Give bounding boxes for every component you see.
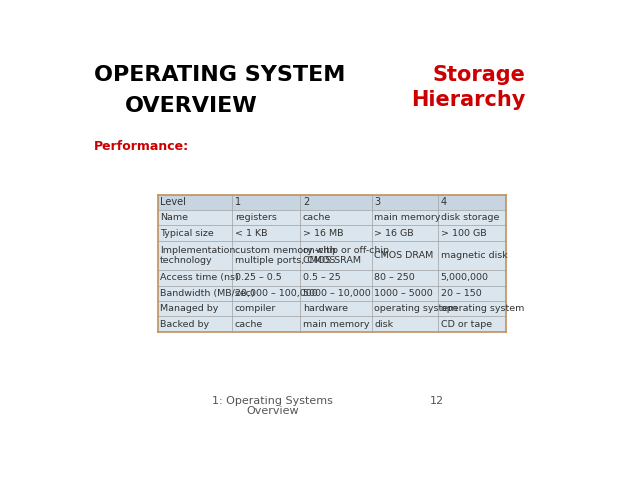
Text: 5,000,000: 5,000,000 <box>440 273 488 282</box>
Text: 1: Operating Systems: 1: Operating Systems <box>212 396 333 407</box>
Text: 2: 2 <box>303 197 309 207</box>
Text: 20 – 150: 20 – 150 <box>440 288 481 298</box>
Text: > 100 GB: > 100 GB <box>440 228 486 238</box>
Text: 12: 12 <box>429 396 444 407</box>
Text: OPERATING SYSTEM: OPERATING SYSTEM <box>94 65 346 85</box>
Text: 0.25 – 0.5: 0.25 – 0.5 <box>235 273 282 282</box>
Text: OVERVIEW: OVERVIEW <box>125 96 258 116</box>
Text: 0.5 – 25: 0.5 – 25 <box>303 273 340 282</box>
Text: cache: cache <box>303 213 331 222</box>
Text: CD or tape: CD or tape <box>440 320 492 328</box>
Text: magnetic disk: magnetic disk <box>440 251 508 260</box>
Text: 80 – 250: 80 – 250 <box>374 273 415 282</box>
Text: < 1 KB: < 1 KB <box>235 228 268 238</box>
Text: 3: 3 <box>374 197 380 207</box>
Text: Storage
Hierarchy: Storage Hierarchy <box>412 65 525 110</box>
Text: on-chip or off-chip
CMOS SRAM: on-chip or off-chip CMOS SRAM <box>303 246 389 265</box>
Text: Access time (ns): Access time (ns) <box>160 273 239 282</box>
Text: Typical size: Typical size <box>160 228 214 238</box>
Text: 1000 – 5000: 1000 – 5000 <box>374 288 433 298</box>
Text: Name: Name <box>160 213 188 222</box>
Text: custom memory with
multiple ports, CMOS: custom memory with multiple ports, CMOS <box>235 246 336 265</box>
Text: operating system: operating system <box>440 304 524 313</box>
Text: Overview: Overview <box>246 406 298 416</box>
Text: compiler: compiler <box>235 304 276 313</box>
Text: registers: registers <box>235 213 276 222</box>
Text: Managed by: Managed by <box>160 304 218 313</box>
Text: Bandwidth (MB/sec): Bandwidth (MB/sec) <box>160 288 255 298</box>
Text: main memory: main memory <box>374 213 441 222</box>
FancyBboxPatch shape <box>157 195 506 332</box>
Text: Backed by: Backed by <box>160 320 209 328</box>
Text: > 16 GB: > 16 GB <box>374 228 414 238</box>
FancyBboxPatch shape <box>157 195 506 210</box>
Text: 20,000 – 100,000: 20,000 – 100,000 <box>235 288 317 298</box>
Text: CMOS DRAM: CMOS DRAM <box>374 251 433 260</box>
Text: > 16 MB: > 16 MB <box>303 228 343 238</box>
Text: hardware: hardware <box>303 304 348 313</box>
Text: Performance:: Performance: <box>94 140 189 153</box>
Text: disk storage: disk storage <box>440 213 499 222</box>
Text: disk: disk <box>374 320 394 328</box>
Text: 4: 4 <box>440 197 447 207</box>
Text: Implementation
technology: Implementation technology <box>160 246 236 265</box>
Text: 5000 – 10,000: 5000 – 10,000 <box>303 288 371 298</box>
Text: cache: cache <box>235 320 263 328</box>
Text: Level: Level <box>160 197 186 207</box>
Text: 1: 1 <box>235 197 241 207</box>
Text: main memory: main memory <box>303 320 369 328</box>
Text: operating system: operating system <box>374 304 458 313</box>
